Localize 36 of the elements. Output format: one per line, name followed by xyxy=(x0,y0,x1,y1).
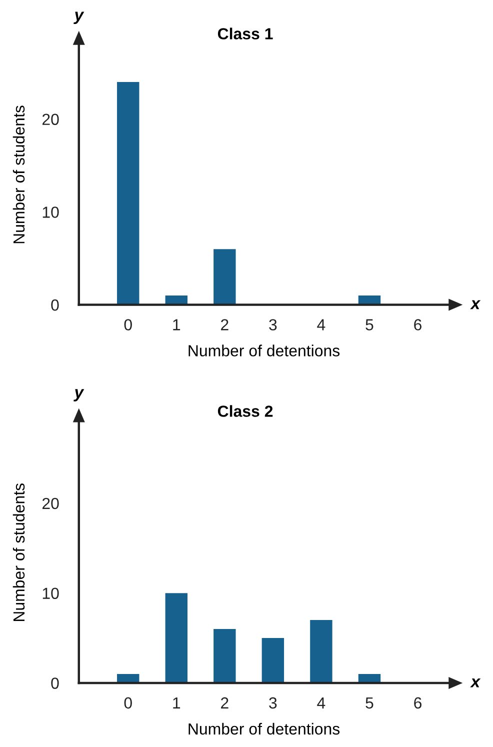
x-tick-label: 4 xyxy=(317,697,326,708)
x-tick-label: 1 xyxy=(173,319,180,330)
bar xyxy=(214,249,236,305)
y-axis-title: Number of students xyxy=(12,484,25,622)
x-tick-label: 2 xyxy=(221,697,228,708)
chart-title: Class 1 xyxy=(218,28,273,40)
x-axis-title: Number of detentions xyxy=(188,344,340,356)
y-tick-label: 0 xyxy=(51,678,59,689)
x-tick-label: 0 xyxy=(124,697,132,709)
y-tick-label: 10 xyxy=(42,588,59,600)
bar xyxy=(310,620,332,683)
text: x xyxy=(470,678,481,688)
y-tick-label: 20 xyxy=(42,498,59,510)
x-tick-label: 3 xyxy=(269,319,277,330)
bar xyxy=(165,593,188,683)
x-tick-label: 4 xyxy=(317,319,326,330)
text: y xyxy=(74,12,84,24)
x-tick-label: 2 xyxy=(221,319,228,330)
x-axis-title: Number of detentions xyxy=(188,722,340,735)
text: y xyxy=(74,389,84,402)
chart-title: Class 2 xyxy=(218,405,273,417)
bar xyxy=(117,82,140,305)
x-tick-label: 6 xyxy=(414,697,422,709)
x-tick-label: 1 xyxy=(173,697,180,708)
y-axis-title: Number of students xyxy=(12,106,25,244)
x-tick-label: 6 xyxy=(414,319,422,330)
text: x xyxy=(470,300,481,310)
y-tick-label: 10 xyxy=(42,206,59,218)
y-tick-label: 20 xyxy=(42,114,59,126)
x-tick-label: 5 xyxy=(366,319,374,330)
x-tick-label: 0 xyxy=(124,319,132,330)
bar xyxy=(262,638,284,683)
x-tick-label: 5 xyxy=(366,697,374,709)
bar xyxy=(214,629,236,683)
y-tick-label: 0 xyxy=(51,299,59,311)
x-tick-label: 3 xyxy=(269,697,277,709)
